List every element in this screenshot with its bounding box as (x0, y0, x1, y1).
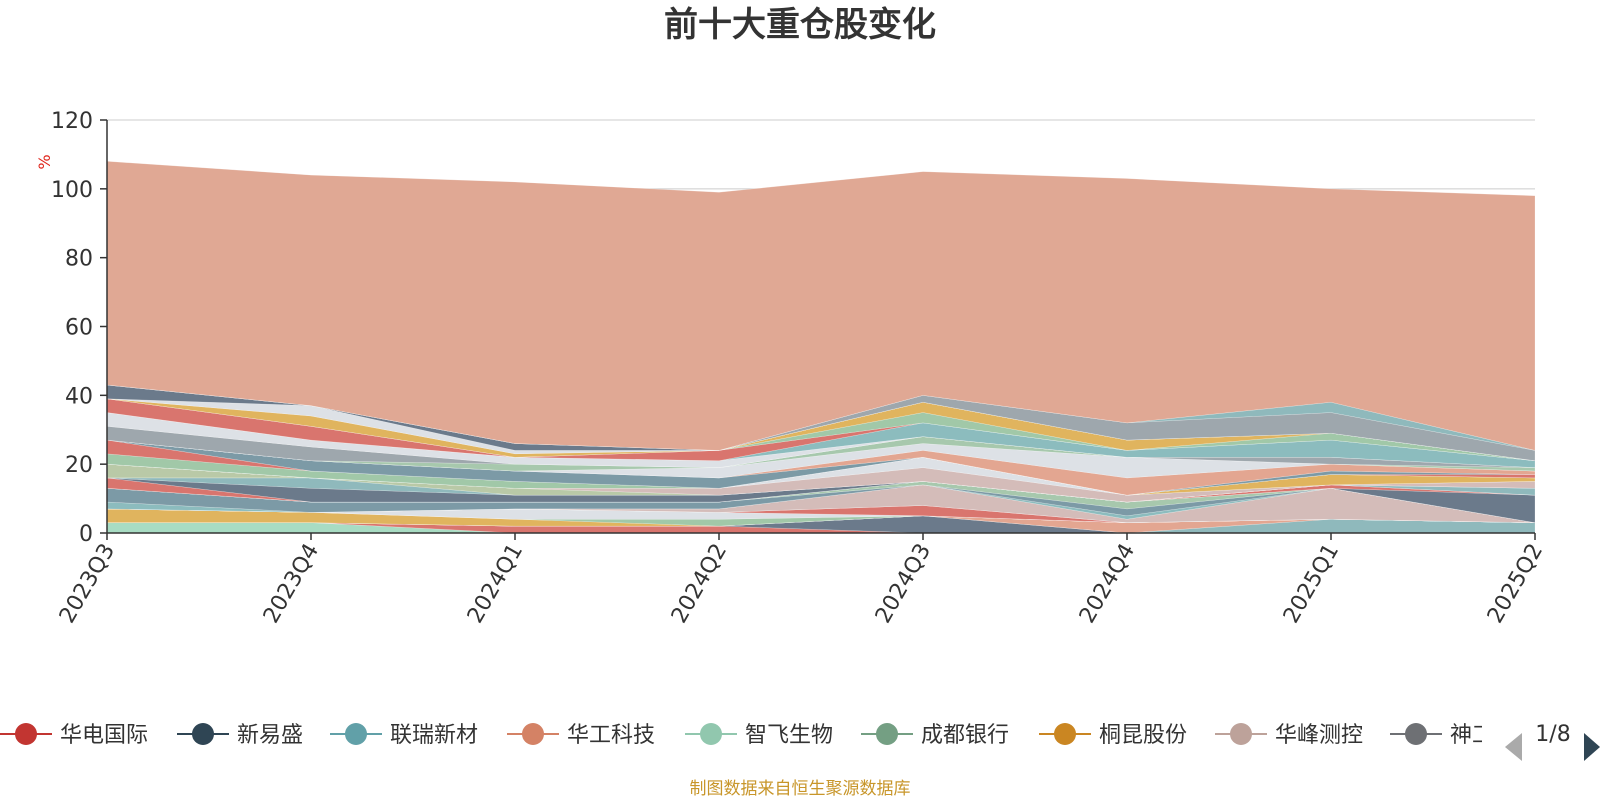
legend-pager[interactable]: 1/8 (1505, 722, 1600, 761)
legend-item-6[interactable]: 成都银行 (861, 723, 1009, 748)
x-tick-label-2024Q3: 2024Q3 (871, 540, 936, 628)
legend-item-5[interactable]: 智飞生物 (685, 723, 833, 748)
legend-label: 新易盛 (237, 723, 303, 748)
y-tick-label-120: 120 (51, 109, 93, 134)
x-tick-label-2025Q1: 2025Q1 (1279, 540, 1344, 628)
y-tick-label-100: 100 (51, 178, 93, 203)
y-tick-label-80: 80 (65, 247, 93, 272)
data-source-note: 制图数据来自恒生聚源数据库 (690, 779, 911, 799)
legend-circle-icon (1054, 723, 1076, 745)
legend-item-8[interactable]: 华峰测控 (1215, 723, 1363, 748)
y-tick-label-0: 0 (79, 522, 93, 547)
y-tick-label-20: 20 (65, 453, 93, 478)
y-tick-label-40: 40 (65, 384, 93, 409)
x-tick-label-2025Q2: 2025Q2 (1483, 540, 1548, 628)
legend-item-7[interactable]: 桐昆股份 (1039, 723, 1187, 748)
area-series-group (106, 161, 1536, 534)
legend-circle-icon (192, 723, 214, 745)
legend-item-1[interactable]: 华电国际 (0, 723, 148, 748)
area-series-39 (106, 161, 1536, 451)
x-tick-label-2023Q4: 2023Q4 (259, 540, 324, 628)
legend-item-9[interactable]: 神工 (1390, 723, 1494, 748)
legend[interactable]: 华电国际 新易盛 联瑞新材 华工科技 智飞生物 成都银行 桐昆股份 华峰测控 神工 (0, 723, 1494, 748)
x-tick-label-2023Q3: 2023Q3 (55, 540, 120, 628)
legend-label: 神工 (1450, 723, 1494, 748)
legend-next-page-icon[interactable] (1584, 733, 1600, 761)
legend-label: 联瑞新材 (390, 723, 478, 748)
legend-prev-page-icon[interactable] (1505, 733, 1522, 761)
legend-label: 华电国际 (60, 723, 148, 748)
legend-circle-icon (700, 723, 722, 745)
legend-item-3[interactable]: 联瑞新材 (330, 723, 478, 748)
legend-label: 智飞生物 (745, 723, 833, 748)
legend-item-4[interactable]: 华工科技 (507, 723, 655, 748)
legend-item-2[interactable]: 新易盛 (177, 723, 303, 748)
legend-label: 成都银行 (921, 723, 1009, 748)
x-tick-label-2024Q4: 2024Q4 (1075, 540, 1140, 628)
legend-label: 华工科技 (567, 723, 655, 748)
y-axis-unit-label: % (35, 154, 54, 169)
legend-circle-icon (15, 723, 37, 745)
legend-label: 华峰测控 (1275, 723, 1363, 748)
legend-page-indicator: 1/8 (1535, 722, 1570, 747)
x-tick-label-2024Q2: 2024Q2 (667, 540, 732, 628)
chart-title: 前十大重仓股变化 (664, 5, 936, 45)
legend-label: 桐昆股份 (1099, 723, 1187, 748)
x-tick-label-2024Q1: 2024Q1 (463, 540, 528, 628)
legend-circle-icon (345, 723, 367, 745)
y-tick-label-60: 60 (65, 316, 93, 341)
legend-circle-icon (876, 723, 898, 745)
legend-circle-icon (1405, 723, 1427, 745)
legend-circle-icon (1230, 723, 1252, 745)
legend-circle-icon (522, 723, 544, 745)
